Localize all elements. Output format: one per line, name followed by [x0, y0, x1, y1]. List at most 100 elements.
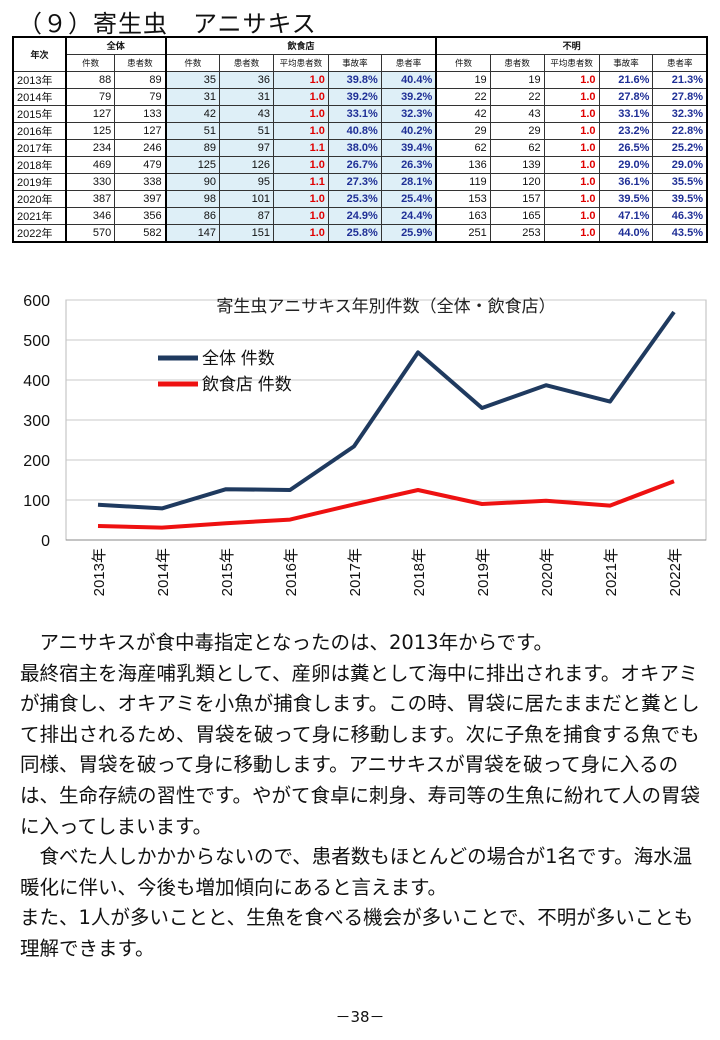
restaurant-patient-rate-cell: 39.4% [380, 138, 437, 157]
unknown-patient-rate-cell: 29.0% [652, 155, 708, 174]
restaurant-patient-rate-cell: 28.1% [380, 172, 437, 191]
col-header-avg-patients: 平均患者数 [272, 53, 329, 72]
legend: 全体 件数 飲食店 件数 [158, 349, 292, 394]
paragraph-1: アニサキスが食中毒指定となったのは、2013年からです。 最終宿主を海産哺乳類と… [20, 631, 700, 838]
restaurant-patients-cell: 151 [219, 223, 274, 242]
all-patients-cell: 582 [114, 223, 167, 242]
unknown-patients-cell: 19 [489, 70, 545, 89]
restaurant-accident-rate-cell: 39.2% [327, 87, 382, 106]
restaurant-accident-rate-cell: 40.8% [327, 121, 382, 140]
unknown-accident-rate-cell: 23.2% [598, 121, 654, 140]
x-tick-label: 2021年 [603, 548, 620, 596]
all-cases-cell: 234 [64, 138, 116, 157]
all-patients-cell: 79 [114, 87, 167, 106]
unknown-patient-rate-cell: 25.2% [652, 138, 708, 157]
x-tick-labels: 2013年 2014年 2015年 2016年 2017年 2018年 2019年 2020年… [91, 548, 684, 596]
all-patients-cell: 89 [114, 70, 167, 89]
year-cell: 2017年 [12, 138, 67, 157]
col-header-patients: 患者数 [219, 53, 274, 72]
unknown-patient-rate-cell: 35.5% [652, 172, 708, 191]
unknown-accident-rate-cell: 33.1% [598, 104, 654, 123]
x-tick-label: 2018年 [411, 548, 428, 596]
table-row: 2016年 125 127 51 51 1.0 40.8% 40.2% 29 29 1.0 23.2%… [12, 121, 708, 140]
col-header-accident-rate: 事故率 [327, 53, 382, 72]
all-cases-cell: 469 [64, 155, 116, 174]
unknown-patients-cell: 43 [489, 104, 545, 123]
group-header-restaurant: 飲食店 [164, 36, 437, 55]
restaurant-patient-rate-cell: 24.4% [380, 206, 437, 225]
restaurant-patient-rate-cell: 32.3% [380, 104, 437, 123]
unknown-accident-rate-cell: 47.1% [598, 206, 654, 225]
all-cases-cell: 330 [64, 172, 116, 191]
y-tick-label: 600 [23, 293, 50, 310]
all-cases-cell: 570 [64, 223, 116, 242]
restaurant-patients-cell: 31 [219, 87, 274, 106]
restaurant-accident-rate-cell: 38.0% [327, 138, 382, 157]
unknown-patients-cell: 120 [489, 172, 545, 191]
col-header-avg-patients: 平均患者数 [543, 53, 600, 72]
unknown-accident-rate-cell: 44.0% [598, 223, 654, 242]
legend-label-restaurant: 飲食店 件数 [202, 375, 292, 394]
unknown-patients-cell: 29 [489, 121, 545, 140]
unknown-patient-rate-cell: 22.8% [652, 121, 708, 140]
unknown-cases-cell: 19 [435, 70, 491, 89]
all-patients-cell: 397 [114, 189, 167, 208]
restaurant-avg-cell: 1.0 [272, 70, 329, 89]
restaurant-accident-rate-cell: 26.7% [327, 155, 382, 174]
y-tick-label: 400 [23, 373, 50, 390]
all-patients-cell: 133 [114, 104, 167, 123]
unknown-patients-cell: 139 [489, 155, 545, 174]
unknown-patient-rate-cell: 39.5% [652, 189, 708, 208]
year-cell: 2016年 [12, 121, 67, 140]
restaurant-cases-cell: 86 [164, 206, 221, 225]
col-header-patient-rate: 患者率 [652, 53, 708, 72]
unknown-cases-cell: 42 [435, 104, 491, 123]
all-patients-cell: 338 [114, 172, 167, 191]
restaurant-avg-cell: 1.0 [272, 121, 329, 140]
restaurant-cases-cell: 125 [164, 155, 221, 174]
table-header-row-columns: 件数 患者数 件数 患者数 平均患者数 事故率 患者率 件数 患者数 平均患者数… [13, 53, 708, 72]
table-row: 2018年 469 479 125 126 1.0 26.7% 26.3% 136 139 1.0 2… [12, 155, 708, 174]
col-header-cases: 件数 [435, 53, 491, 72]
restaurant-accident-rate-cell: 33.1% [327, 104, 382, 123]
unknown-avg-cell: 1.0 [543, 189, 600, 208]
unknown-cases-cell: 163 [435, 206, 491, 225]
page-number: －38－ [335, 1008, 385, 1026]
y-tick-label: 100 [23, 493, 50, 510]
restaurant-patients-cell: 126 [219, 155, 274, 174]
group-header-all: 全体 [64, 36, 167, 55]
year-cell: 2013年 [12, 70, 67, 89]
unknown-patient-rate-cell: 32.3% [652, 104, 708, 123]
unknown-patient-rate-cell: 46.3% [652, 206, 708, 225]
line-chart: 0 100 200 300 400 500 600 2013年 2014年 2015年 2016年… [23, 293, 707, 596]
year-cell: 2022年 [12, 223, 67, 242]
y-tick-label: 500 [23, 333, 50, 350]
restaurant-patients-cell: 101 [219, 189, 274, 208]
x-tick-label: 2014年 [155, 548, 172, 596]
unknown-avg-cell: 1.0 [543, 223, 600, 242]
unknown-patients-cell: 22 [489, 87, 545, 106]
restaurant-patient-rate-cell: 25.4% [380, 189, 437, 208]
unknown-avg-cell: 1.0 [543, 206, 600, 225]
y-tick-label: 300 [23, 413, 50, 430]
restaurant-patients-cell: 51 [219, 121, 274, 140]
series-line-restaurant [97, 479, 675, 530]
section-title: （９）寄生虫 アニサキス [18, 10, 317, 38]
all-cases-cell: 346 [64, 206, 116, 225]
restaurant-cases-cell: 89 [164, 138, 221, 157]
restaurant-cases-cell: 42 [164, 104, 221, 123]
restaurant-patients-cell: 95 [219, 172, 274, 191]
unknown-cases-cell: 153 [435, 189, 491, 208]
col-header-patient-rate: 患者率 [380, 53, 437, 72]
table-row: 2015年 127 133 42 43 1.0 33.1% 32.3% 42 43 1.0 33.1%… [12, 104, 708, 123]
body-text: アニサキスが食中毒指定となったのは、2013年からです。 最終宿主を海産哺乳類と… [20, 628, 700, 965]
unknown-avg-cell: 1.0 [543, 121, 600, 140]
series-lines [97, 310, 676, 530]
x-tick-label: 2017年 [347, 548, 364, 596]
restaurant-avg-cell: 1.0 [272, 206, 329, 225]
restaurant-cases-cell: 147 [164, 223, 221, 242]
x-tick-label: 2015年 [219, 548, 236, 596]
unknown-cases-cell: 119 [435, 172, 491, 191]
restaurant-avg-cell: 1.0 [272, 104, 329, 123]
x-tick-label: 2022年 [667, 548, 684, 596]
